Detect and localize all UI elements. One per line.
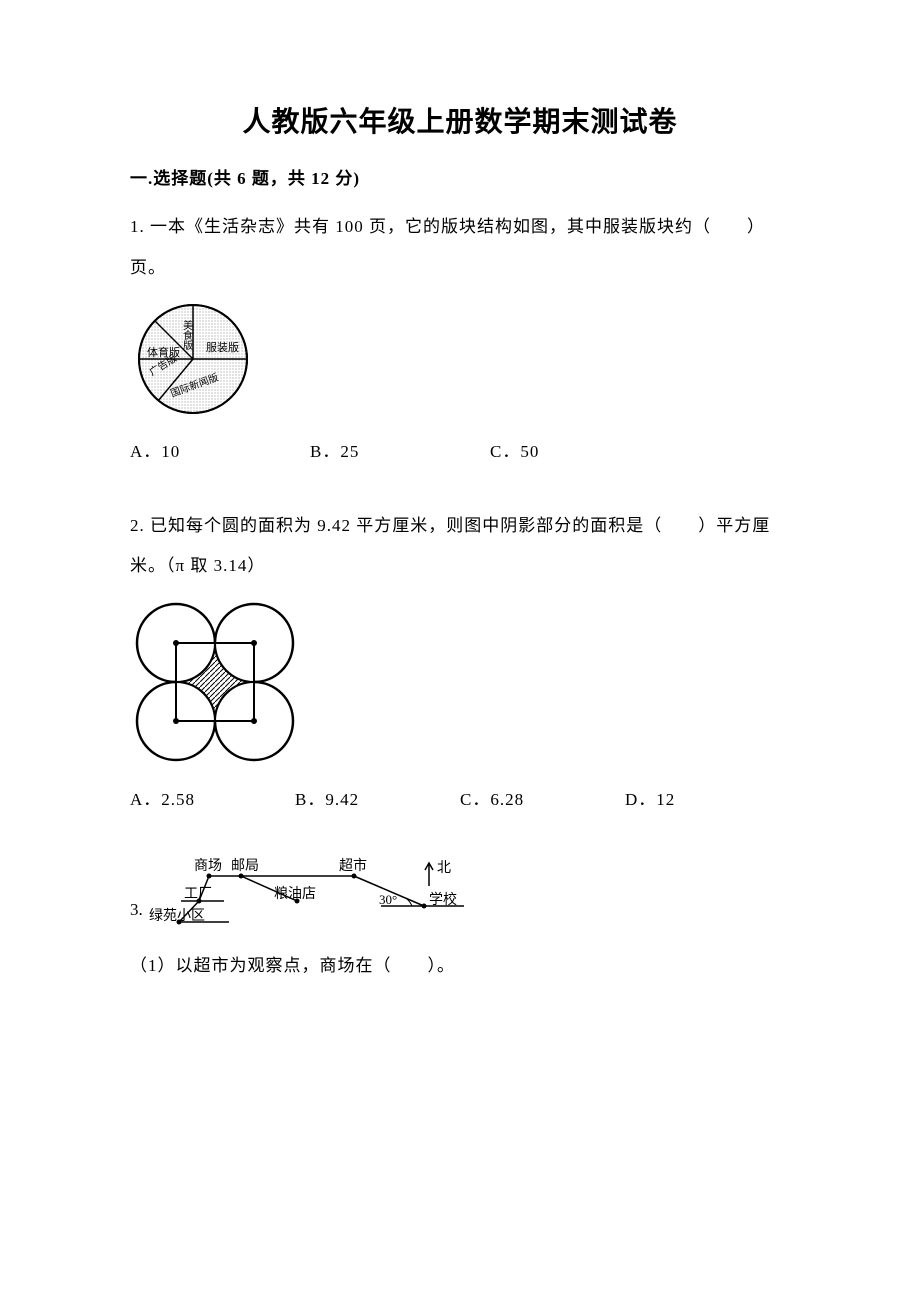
q2-option-b: B．9.42	[295, 785, 460, 810]
section-1-heading: 一.选择题(共 6 题，共 12 分)	[130, 164, 790, 189]
svg-text:服装版: 服装版	[206, 340, 239, 354]
q1-options: A．10 B．25 C．50	[130, 437, 790, 462]
q1-option-a: A．10	[130, 437, 310, 462]
svg-text:邮局: 邮局	[231, 858, 259, 874]
q3-number: 3.	[130, 900, 143, 926]
q2-option-c: C．6.28	[460, 785, 625, 810]
q1-text: 1. 一本《生活杂志》共有 100 页，它的版块结构如图，其中服装版块约（ ）页…	[130, 207, 790, 289]
svg-text:30°: 30°	[379, 892, 397, 907]
svg-text:商场: 商场	[194, 858, 222, 874]
doc-title: 人教版六年级上册数学期末测试卷	[130, 100, 790, 140]
q2-option-d: D．12	[625, 785, 790, 810]
q1-option-b: B．25	[310, 437, 490, 462]
q3-row: 3. 商场 邮局 超市 北 工厂 粮油店 学校	[130, 854, 790, 926]
q3-map-svg: 商场 邮局 超市 北 工厂 粮油店 学校	[149, 854, 479, 926]
q2-options: A．2.58 B．9.42 C．6.28 D．12	[130, 785, 790, 810]
q1-option-c: C．50	[490, 437, 670, 462]
q2-text: 2. 已知每个圆的面积为 9.42 平方厘米，则图中阴影部分的面积是（ ）平方厘…	[130, 506, 790, 588]
q2-figure	[130, 597, 790, 767]
q2-option-a: A．2.58	[130, 785, 295, 810]
four-circles-svg	[130, 597, 300, 767]
pie-chart-svg: 美食版 服装版 体育版 广告版 国际新闻版	[130, 299, 260, 419]
svg-text:美食版: 美食版	[181, 318, 193, 350]
page: 人教版六年级上册数学期末测试卷 一.选择题(共 6 题，共 12 分) 1. 一…	[0, 0, 920, 1302]
q1-figure: 美食版 服装版 体育版 广告版 国际新闻版	[130, 299, 790, 419]
q3-sub1: （1）以超市为观察点，商场在（ ）。	[130, 946, 790, 987]
svg-text:北: 北	[437, 860, 451, 876]
svg-text:超市: 超市	[339, 857, 367, 874]
